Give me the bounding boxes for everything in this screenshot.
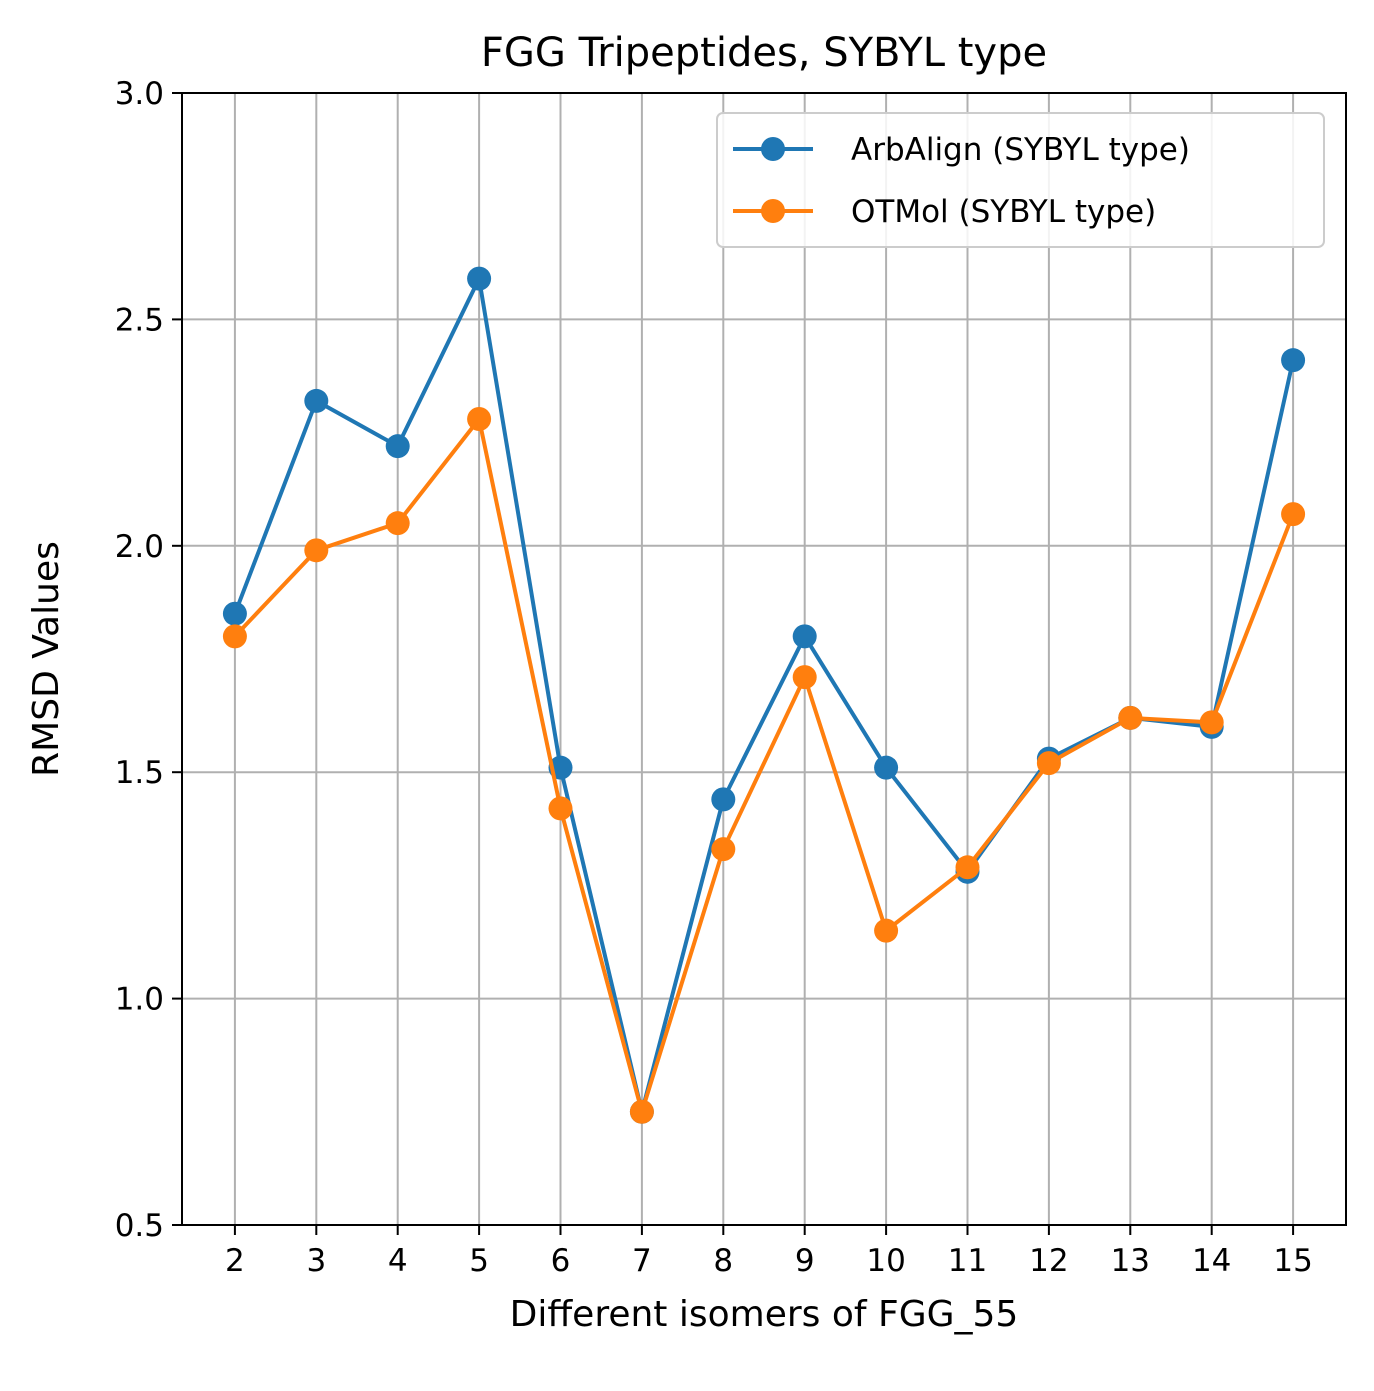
y-tick-label: 2.0 — [115, 529, 164, 565]
data-point — [711, 837, 736, 862]
legend-label: ArbAlign (SYBYL type) — [851, 132, 1190, 168]
x-tick-label: 15 — [1273, 1243, 1312, 1279]
x-tick-label: 5 — [469, 1243, 489, 1279]
x-tick-label: 9 — [795, 1243, 815, 1279]
x-tick-label: 2 — [225, 1243, 245, 1279]
x-tick-label: 6 — [551, 1243, 571, 1279]
y-tick-label: 1.0 — [115, 982, 164, 1018]
x-tick-label: 8 — [713, 1243, 733, 1279]
data-point — [792, 665, 817, 690]
legend: ArbAlign (SYBYL type) OTMol (SYBYL type) — [716, 112, 1325, 248]
data-point — [955, 855, 980, 880]
data-point — [1118, 705, 1143, 730]
data-point — [304, 388, 329, 413]
data-point — [1281, 348, 1306, 373]
x-axis-label: Different isomers of FGG_55 — [510, 1294, 1019, 1335]
y-axis-label: RMSD Values — [26, 541, 67, 777]
chart-title: FGG Tripeptides, SYBYL type — [481, 30, 1047, 76]
x-tick-label: 11 — [948, 1243, 987, 1279]
data-point — [222, 601, 247, 626]
legend-marker — [761, 137, 785, 161]
x-tick-label: 7 — [632, 1243, 652, 1279]
y-tick-label: 2.5 — [115, 302, 164, 338]
legend-box — [716, 112, 1325, 248]
data-point — [467, 266, 492, 291]
x-tick-label: 4 — [388, 1243, 408, 1279]
x-tick-label: 10 — [866, 1243, 905, 1279]
data-point — [304, 538, 329, 563]
plot-frame — [181, 92, 1347, 1226]
x-tick-label: 14 — [1192, 1243, 1231, 1279]
series-layer — [222, 266, 1306, 1124]
axis-ticks: 2 3 4 5 6 7 8 9 10 11 12 13 14 15 0.5 1.0 1.5 2.0 2.5 3.0 — [115, 76, 1313, 1279]
x-tick-label: 3 — [306, 1243, 326, 1279]
y-tick-label: 0.5 — [115, 1208, 164, 1244]
legend-entry: OTMol (SYBYL type) — [733, 194, 1156, 230]
data-point — [874, 918, 899, 943]
data-point — [467, 407, 492, 432]
data-point — [711, 787, 736, 812]
data-point — [629, 1099, 654, 1124]
data-point — [792, 624, 817, 649]
y-tick-label: 1.5 — [115, 755, 164, 791]
legend-entry: ArbAlign (SYBYL type) — [733, 132, 1190, 168]
y-tick-label: 3.0 — [115, 76, 164, 112]
data-point — [385, 511, 410, 536]
data-point — [874, 755, 899, 780]
legend-marker — [761, 199, 785, 223]
data-point — [548, 796, 573, 821]
x-tick-label: 13 — [1111, 1243, 1150, 1279]
data-point — [1281, 502, 1306, 527]
data-point — [1036, 751, 1061, 776]
data-point — [1199, 710, 1224, 735]
legend-label: OTMol (SYBYL type) — [851, 194, 1156, 230]
x-tick-label: 12 — [1029, 1243, 1068, 1279]
data-point — [385, 434, 410, 459]
series-otmol — [222, 407, 1306, 1124]
series-line — [233, 417, 1295, 1114]
data-point — [222, 624, 247, 649]
